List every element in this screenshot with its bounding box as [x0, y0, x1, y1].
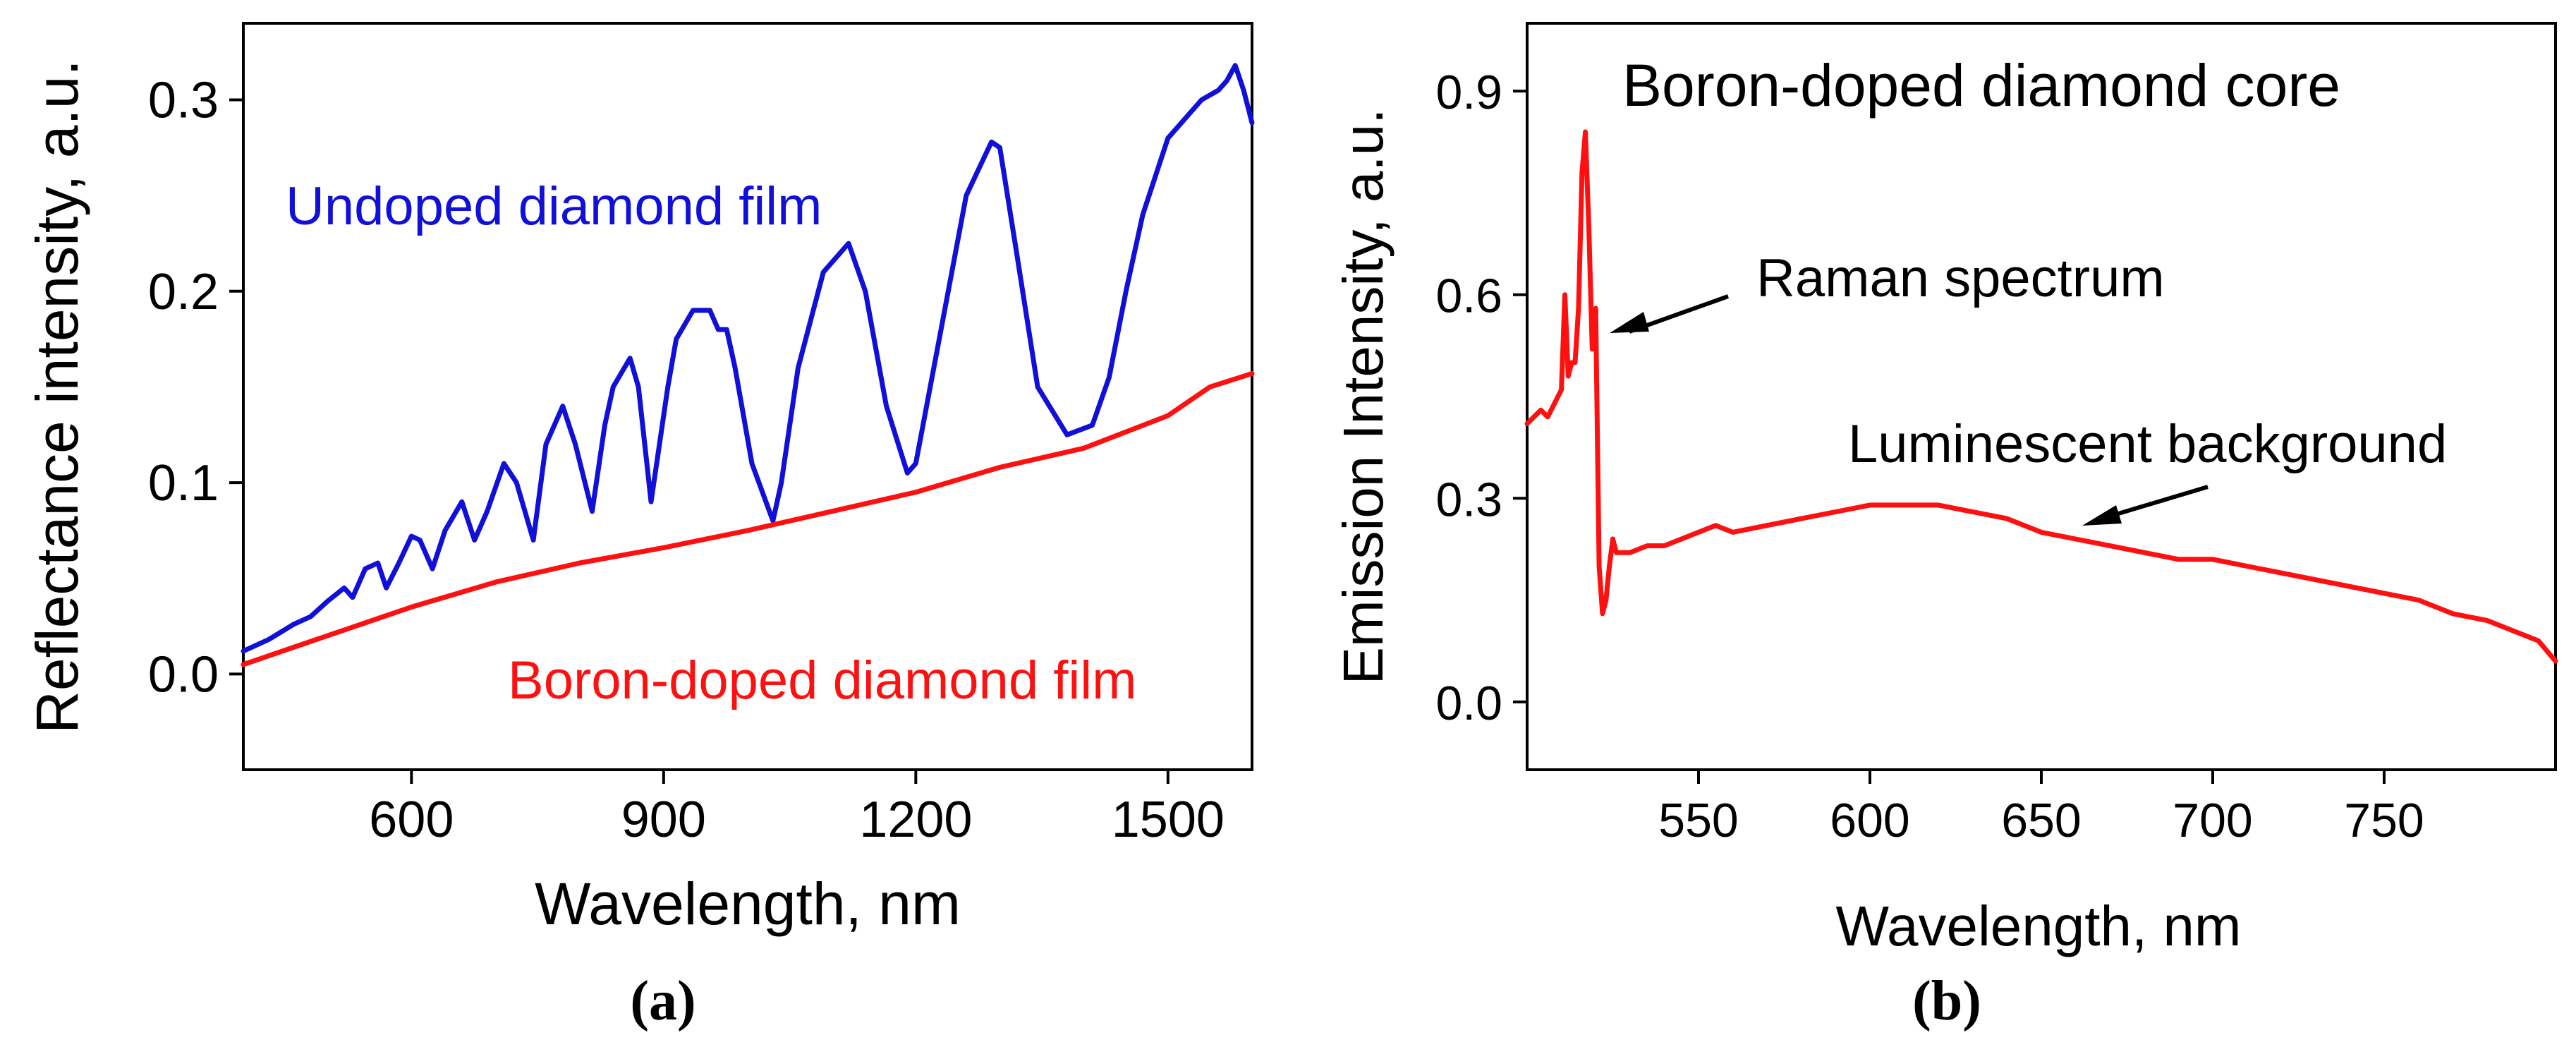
chart-b-annotation-raman: Raman spectrum [1756, 248, 2165, 308]
chart-a-ticks: 600 900 1200 1500 0.0 0.1 0.2 0.3 [148, 73, 1225, 848]
chart-b-series-line-0 [1524, 129, 2558, 664]
chart-a-series-line-0 [241, 63, 1255, 654]
chart-b-y-tick-label: 0.3 [1435, 473, 1502, 526]
chart-b-arrowhead-raman [1610, 312, 1649, 333]
chart-b-title: Boron-doped diamond core [1622, 52, 2340, 119]
chart-a-ylabel: Reflectance intensity, a.u. [24, 59, 90, 734]
chart-a-series-line-1 [241, 370, 1255, 667]
chart-a-x-tick-label: 1500 [1112, 792, 1225, 848]
chart-b-y-tick-label: 0.9 [1435, 66, 1502, 119]
chart-a-x-tick-label: 600 [369, 792, 454, 848]
chart-b-panel-label: (b) [1912, 970, 1981, 1032]
chart-b-series [1524, 129, 2558, 664]
chart-b-y-tick-label: 0.0 [1435, 677, 1502, 730]
chart-a-series [241, 63, 1255, 667]
chart-b-ylabel: Emission Intensity, a.u. [1332, 109, 1395, 685]
chart-a-annotation-boron: Boron-doped diamond film [508, 650, 1136, 710]
chart-a-x-tick-label: 900 [621, 792, 706, 848]
chart-b-arrowhead-luminescent [2082, 505, 2122, 526]
chart-a-annotation-undoped: Undoped diamond film [286, 176, 822, 236]
chart-a-panel-label: (a) [630, 970, 695, 1032]
chart-b-x-tick-label: 750 [2344, 794, 2424, 847]
chart-b-xlabel: Wavelength, nm [1835, 895, 2241, 957]
chart-b-x-tick-label: 650 [2001, 794, 2081, 847]
chart-b-x-tick-label: 700 [2173, 794, 2252, 847]
chart-b: 550 600 650 700 750 0.0 0.3 0.6 0.9 Boron-doped … [1332, 22, 2558, 1032]
chart-a: 600 900 1200 1500 0.0 0.1 0.2 0.3 Reflectance i… [24, 22, 1255, 1032]
chart-b-x-tick-label: 550 [1658, 794, 1738, 847]
chart-b-y-tick-label: 0.6 [1435, 270, 1502, 323]
chart-a-xlabel: Wavelength, nm [535, 871, 961, 937]
chart-b-frame [1526, 22, 2557, 771]
chart-a-y-tick-label: 0.3 [148, 73, 219, 129]
chart-b-arrow-luminescent [2101, 485, 2209, 521]
chart-a-y-tick-label: 0.1 [148, 455, 219, 512]
chart-a-frame [242, 22, 1253, 771]
chart-b-ticks: 550 600 650 700 750 0.0 0.3 0.6 0.9 [1435, 66, 2424, 847]
chart-a-x-tick-label: 1200 [859, 792, 972, 848]
chart-b-annotation-luminescent: Luminescent background [1848, 414, 2447, 474]
chart-a-y-tick-label: 0.0 [148, 646, 219, 703]
chart-b-x-tick-label: 600 [1830, 794, 1909, 847]
chart-a-y-tick-label: 0.2 [148, 264, 219, 320]
